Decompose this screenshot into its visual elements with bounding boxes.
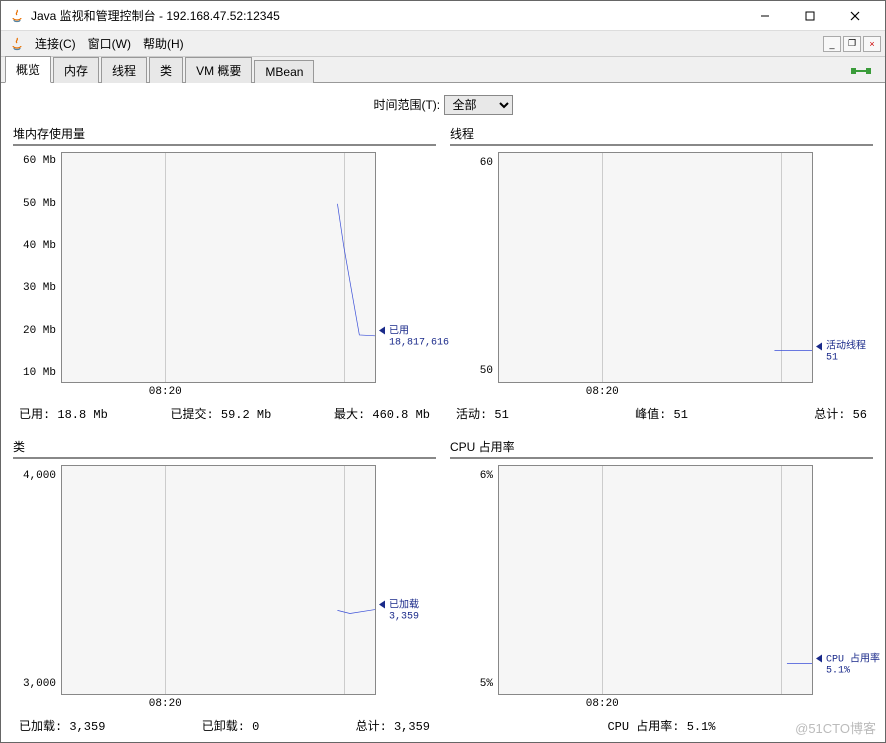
x-tick-label: 08:20: [149, 386, 182, 398]
chart-legend: 已用18,817,616: [379, 321, 449, 348]
stat-item: 已提交: 59.2 Mb: [170, 405, 271, 422]
titlebar: Java 监视和管理控制台 - 192.168.47.52:12345: [1, 1, 885, 31]
chart-plot[interactable]: 08:20CPU 占用率5.1%5%6%: [498, 465, 813, 696]
y-tick-label: 40 Mb: [23, 240, 56, 252]
app-window: Java 监视和管理控制台 - 192.168.47.52:12345 连接(C…: [0, 0, 886, 743]
watermark: @51CTO博客: [795, 718, 876, 737]
tab-overview[interactable]: 概览: [5, 56, 51, 83]
chart-body: 08:20 已加载3,359 3,000 4,000: [13, 461, 436, 714]
chart-title: CPU 占用率: [450, 436, 873, 459]
java-icon: [9, 8, 25, 24]
window-title: Java 监视和管理控制台 - 192.168.47.52:12345: [31, 7, 742, 24]
chart-plot[interactable]: 08:20活动线程515060: [498, 152, 813, 383]
stat-item: 总计: 56: [814, 405, 867, 422]
x-tick-label: 08:20: [586, 386, 619, 398]
tab-memory[interactable]: 内存: [53, 57, 99, 83]
minimize-button[interactable]: [742, 2, 787, 30]
y-tick-label: 6%: [480, 470, 493, 482]
stat-item: 总计: 3,359: [356, 717, 430, 734]
close-button[interactable]: [832, 2, 877, 30]
window-buttons: [742, 2, 877, 30]
stat-item: 活动: 51: [456, 405, 509, 422]
stat-item: 峰值: 51: [635, 405, 688, 422]
menu-connect[interactable]: 连接(C): [29, 32, 82, 55]
chart-title: 类: [13, 436, 436, 459]
charts-grid: 堆内存使用量08:20已用18,817,61610 Mb20 Mb30 Mb40…: [13, 123, 873, 734]
y-tick-label: 3,000: [23, 678, 56, 690]
mdi-close-button[interactable]: ×: [863, 36, 881, 52]
chart-body: 08:20 活动线程51 50 60: [450, 148, 873, 401]
chart-cpu: CPU 占用率 08:20CPU 占用率5.1%5%6% CPU 占用率: 5.1%: [450, 436, 873, 735]
chart-body: 08:20CPU 占用率5.1%5%6%: [450, 461, 873, 714]
y-tick-label: 30 Mb: [23, 282, 56, 294]
menu-help[interactable]: 帮助(H): [137, 32, 190, 55]
timerange-select[interactable]: 全部: [444, 95, 513, 115]
y-tick-label: 4,000: [23, 470, 56, 482]
y-tick-label: 5%: [480, 678, 493, 690]
x-tick-label: 08:20: [149, 698, 182, 710]
chart-title: 线程: [450, 123, 873, 146]
y-tick-label: 60: [480, 157, 493, 169]
chart-plot[interactable]: 08:20已加载3,3593,0004,000: [61, 465, 376, 696]
menubar: 连接(C) 窗口(W) 帮助(H) _ ❐ ×: [1, 31, 885, 57]
chart-classes: 类 08:20 已加载3,359 3,000 4,000 已加载: 3,359 已卸载: 0…: [13, 436, 436, 735]
chart-legend: CPU 占用率5.1%: [816, 649, 880, 676]
maximize-button[interactable]: [787, 2, 832, 30]
chart-stats: 活动: 51 峰值: 51 总计: 56: [450, 401, 873, 422]
chart-stats: 已用: 18.8 Mb 已提交: 59.2 Mb 最大: 460.8 Mb: [13, 401, 436, 422]
menu-window[interactable]: 窗口(W): [82, 32, 137, 55]
chart-heap: 堆内存使用量 08:20已用18,817,61610 Mb20 Mb30 Mb40…: [13, 123, 436, 422]
y-tick-label: 50: [480, 365, 493, 377]
chart-plot[interactable]: 08:20已用18,817,61610 Mb20 Mb30 Mb40 Mb50 …: [61, 152, 376, 383]
x-tick-label: 08:20: [586, 698, 619, 710]
mdi-minimize-button[interactable]: _: [823, 36, 841, 52]
tabbar: 概览 内存 线程 类 VM 概要 MBean: [1, 57, 885, 83]
chart-legend: 已加载3,359: [379, 596, 419, 623]
chart-stats: 已加载: 3,359 已卸载: 0 总计: 3,359: [13, 713, 436, 734]
overview-panel: 时间范围(T): 全部 堆内存使用量08:20已用18,817,61610 Mb…: [1, 83, 885, 742]
y-tick-label: 20 Mb: [23, 325, 56, 337]
chart-title: 堆内存使用量: [13, 123, 436, 146]
tab-vmsummary[interactable]: VM 概要: [185, 57, 252, 83]
tab-classes[interactable]: 类: [149, 57, 183, 83]
java-icon: [9, 36, 25, 52]
timerange-label: 时间范围(T):: [373, 98, 440, 112]
mdi-restore-button[interactable]: ❐: [843, 36, 861, 52]
y-tick-label: 50 Mb: [23, 198, 56, 210]
stat-item: 已用: 18.8 Mb: [19, 405, 108, 422]
stat-item: 已卸载: 0: [202, 717, 260, 734]
y-tick-label: 60 Mb: [23, 155, 56, 167]
tab-threads[interactable]: 线程: [101, 57, 147, 83]
stat-item: 最大: 460.8 Mb: [334, 405, 430, 422]
stat-item: CPU 占用率: 5.1%: [607, 717, 715, 734]
mdi-window-buttons: _ ❐ ×: [823, 36, 881, 52]
chart-body: 08:20已用18,817,61610 Mb20 Mb30 Mb40 Mb50 …: [13, 148, 436, 401]
chart-legend: 活动线程51: [816, 337, 866, 364]
connection-status-icon: [849, 64, 873, 78]
tab-mbeans[interactable]: MBean: [254, 60, 314, 83]
chart-threads: 线程 08:20 活动线程51 50 60 活动: 51 峰值: 51 总计: 56: [450, 123, 873, 422]
y-tick-label: 10 Mb: [23, 367, 56, 379]
stat-item: 已加载: 3,359: [19, 717, 105, 734]
timerange-control: 时间范围(T): 全部: [13, 91, 873, 123]
